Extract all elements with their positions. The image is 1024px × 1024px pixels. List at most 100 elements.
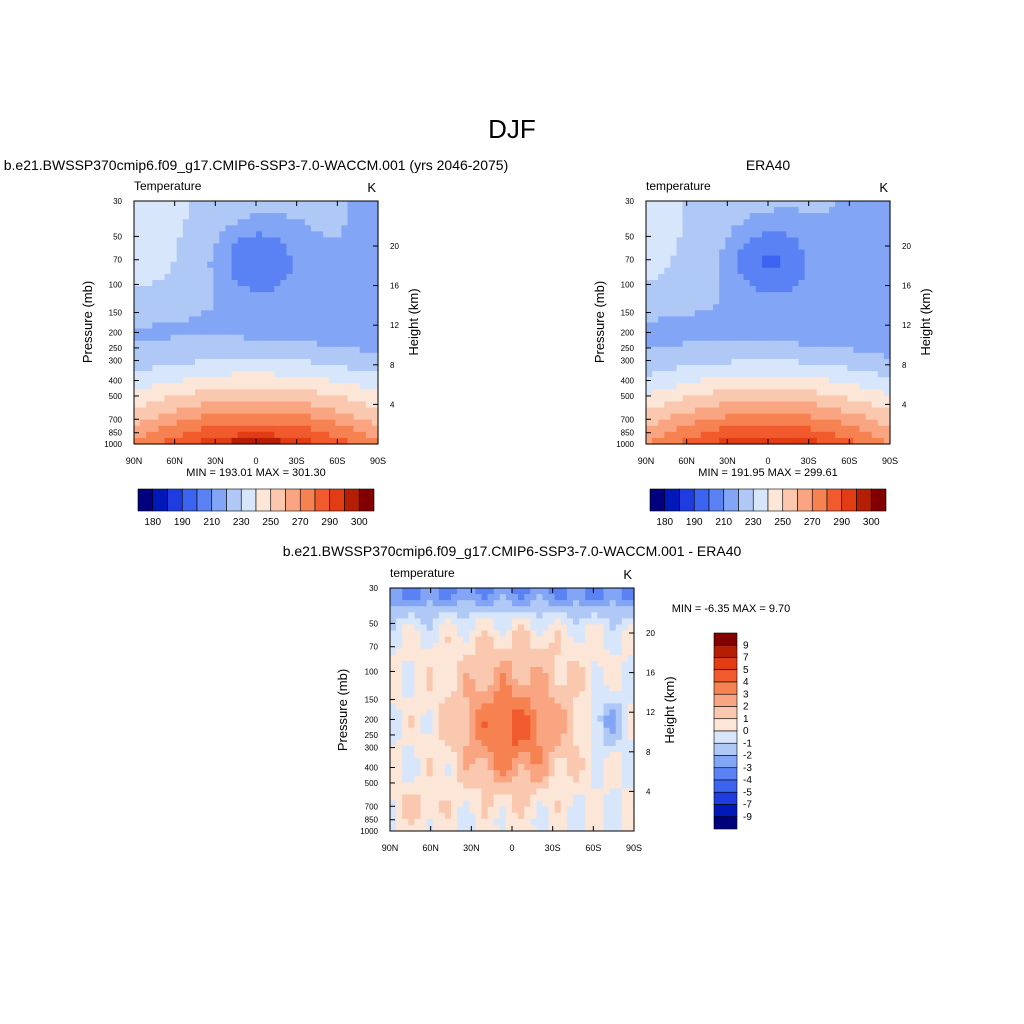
panel-era40-xtick-label: 60N — [678, 456, 695, 466]
panel-diff-cell — [432, 770, 440, 777]
panel-model-cell — [329, 365, 336, 372]
panel-model-cell — [371, 225, 379, 232]
panel-model-cell — [146, 395, 153, 403]
panel-model-cell — [152, 219, 159, 226]
panel-era40-cell — [774, 298, 781, 305]
panel-model-cell — [268, 237, 275, 245]
panel-diff-cell — [603, 788, 611, 796]
panel-model-cell — [365, 273, 373, 281]
panel-model-cell — [317, 279, 324, 287]
panel-era40-cell — [719, 225, 726, 232]
panel-model-cell — [201, 286, 208, 293]
panel-model-cell — [164, 328, 172, 336]
panel-era40-cell — [877, 431, 885, 439]
panel-model-cell — [310, 298, 318, 305]
panel-diff-cell — [499, 800, 507, 808]
panel-diff-cell — [457, 788, 464, 796]
panel-model-cell — [359, 328, 367, 336]
panel-model-cell — [347, 437, 355, 445]
panel-era40-cell — [737, 255, 745, 263]
panel-era40-cell — [755, 231, 763, 239]
panel-model-cell — [219, 261, 227, 269]
panel-diff-cell — [420, 794, 428, 802]
panel-era40-cell — [682, 219, 690, 226]
panel-era40-cell — [676, 267, 684, 275]
panel-era40-cell — [676, 431, 684, 439]
panel-model-cell — [158, 231, 166, 239]
panel-model-cell — [243, 419, 251, 427]
panel-era40-cell — [792, 365, 800, 372]
panel-diff-cell — [548, 758, 556, 765]
panel-diff-cell — [560, 745, 568, 753]
panel-model-cell — [286, 201, 294, 208]
panel-model-cell — [323, 279, 330, 287]
panel-model-cell — [365, 267, 373, 275]
panel-era40-cell — [664, 340, 671, 348]
panel-model-cell — [237, 407, 245, 415]
panel-diff-cell — [402, 806, 409, 814]
panel-diff-cell — [505, 788, 513, 796]
panel-model-cell — [341, 249, 349, 257]
panel-diff-cell — [530, 800, 537, 808]
panel-era40-cell — [774, 292, 781, 299]
panel-era40-cell — [865, 237, 873, 245]
panel-model-cell — [268, 292, 275, 299]
panel-diff-cell — [390, 739, 397, 747]
panel-model-cell — [335, 255, 342, 263]
panel-diff-cell — [615, 709, 623, 717]
panel-model-cell — [182, 304, 190, 311]
panel-era40-cell — [865, 304, 873, 311]
panel-model-cell — [262, 346, 269, 354]
panel-diff-cell — [408, 715, 415, 723]
panel-model-cell — [176, 401, 184, 409]
panel-era40-cell — [700, 371, 708, 378]
panel-era40-cell — [700, 425, 708, 433]
panel-era40-cell — [804, 346, 812, 354]
panel-model-cell — [249, 267, 257, 275]
panel-diff-cell — [560, 594, 568, 601]
panel-era40-cell — [761, 340, 769, 348]
panel-era40-cell — [670, 395, 678, 403]
panel-model-cell — [188, 267, 196, 275]
panel-era40-cell — [835, 286, 842, 293]
panel-diff-cell — [499, 709, 507, 717]
panel-diff-cell — [554, 770, 562, 777]
panel-diff-cell — [512, 691, 519, 698]
panel-diff-cell — [512, 709, 519, 717]
panel-era40-cell — [853, 310, 861, 318]
panel-diff-cell — [493, 806, 501, 814]
panel-model-cell — [243, 261, 251, 269]
panel-era40-colorbar-box — [841, 488, 857, 512]
panel-diff-cell — [591, 679, 598, 686]
panel-diff-cell — [402, 606, 409, 613]
panel-model-colorbar-box — [299, 488, 316, 512]
panel-model-cell — [182, 298, 190, 305]
panel-diff-cell — [493, 636, 501, 644]
panel-era40-cell — [737, 298, 745, 305]
panel-model-cell — [268, 419, 275, 427]
panel-model-cell — [152, 407, 159, 415]
panel-model-cell — [201, 401, 208, 409]
panel-diff-cell — [609, 709, 617, 717]
panel-model-cell — [207, 383, 214, 390]
panel-era40-cell — [731, 425, 739, 433]
panel-diff-cell — [560, 685, 568, 692]
panel-diff-cell — [408, 806, 415, 814]
panel-diff-cell — [579, 666, 586, 674]
panel-era40-cell — [719, 255, 726, 263]
panel-model-cell — [134, 371, 141, 378]
panel-era40-cell — [700, 419, 708, 427]
panel-era40-cell — [883, 304, 891, 311]
panel-model-cell — [262, 365, 269, 372]
panel-model-cell — [176, 213, 184, 220]
panel-diff-cell — [585, 666, 592, 674]
panel-era40-cell — [670, 401, 678, 409]
panel-era40-cell — [816, 249, 824, 257]
panel-era40-cell — [829, 340, 836, 348]
panel-model-cell — [207, 328, 214, 336]
panel-model-cell — [201, 340, 208, 348]
panel-era40-cell — [816, 207, 824, 214]
panel-era40-cell — [841, 273, 848, 281]
panel-model-cell — [317, 213, 324, 220]
panel-era40-cell — [658, 401, 665, 409]
